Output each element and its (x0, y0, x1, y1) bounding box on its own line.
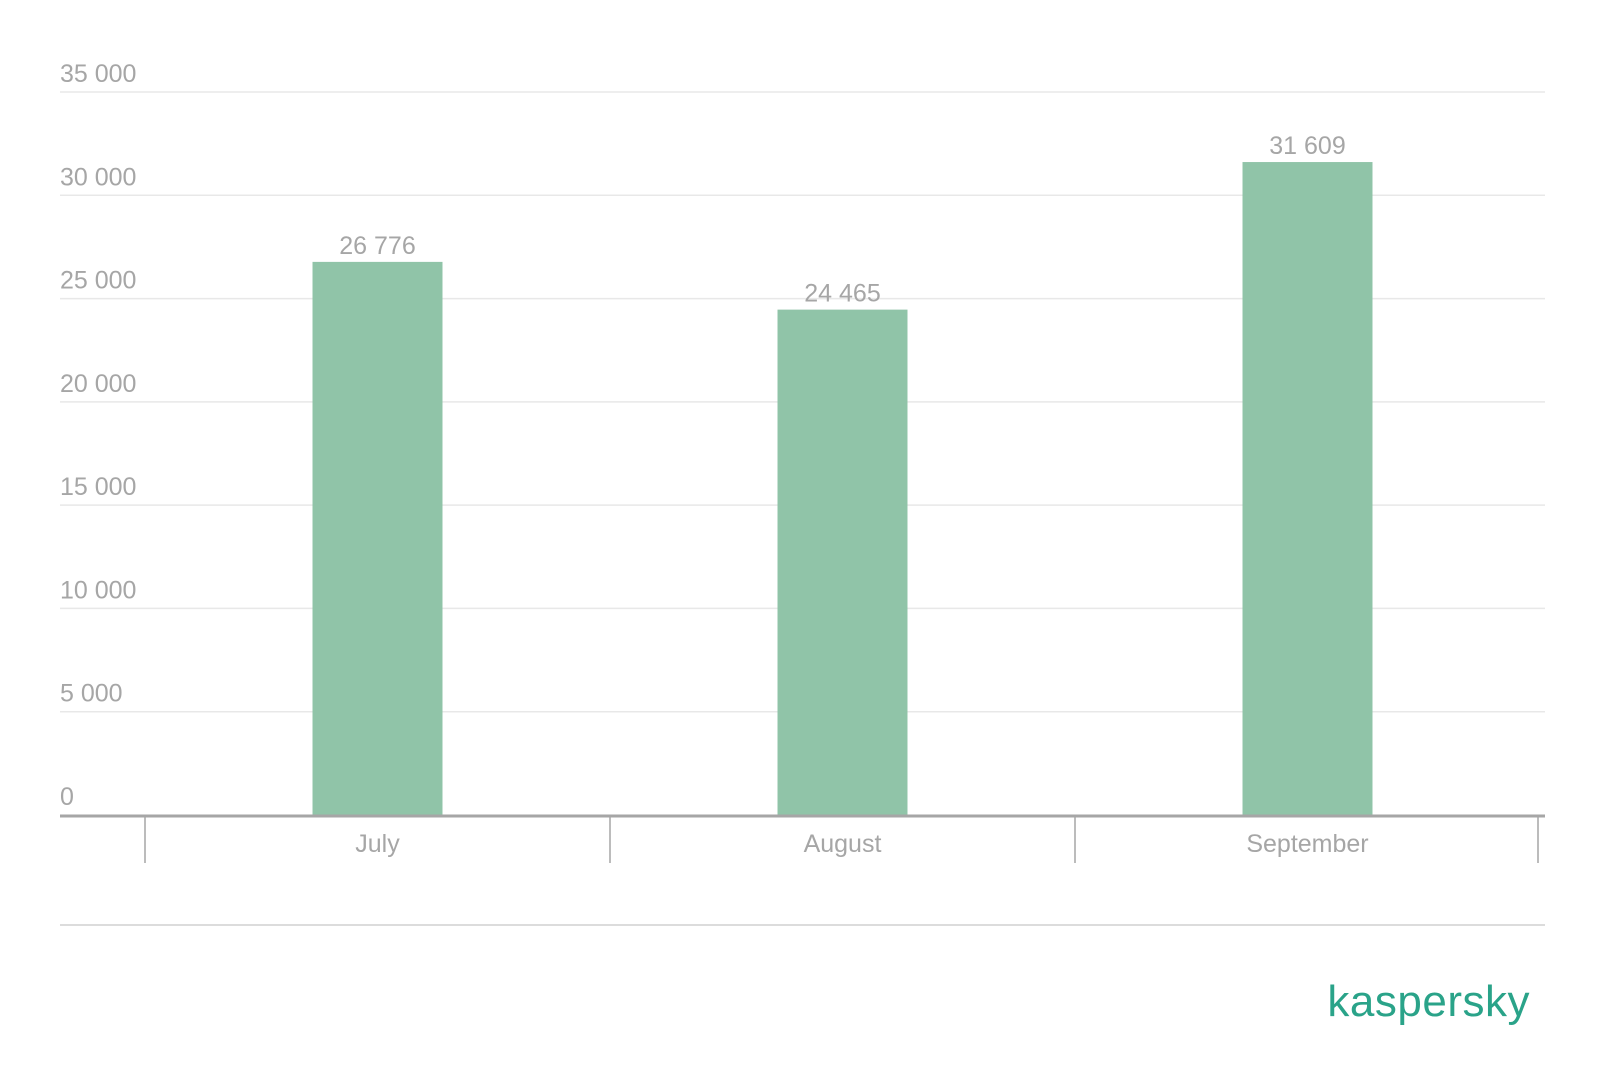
x-tick-label: July (355, 830, 400, 858)
bar (777, 309, 908, 815)
x-tick-label: August (804, 830, 882, 858)
y-axis-tick-labels: 0 5 000 10 000 15 000 20 000 25 000 30 000 35 0… (60, 60, 136, 811)
y-tick-label: 5 000 (60, 680, 123, 708)
x-axis (60, 814, 1545, 863)
x-tick-label: September (1246, 830, 1368, 858)
kaspersky-logo: kaspersky (1327, 977, 1530, 1026)
x-axis-category-labels: July August September (355, 830, 1368, 858)
bar-value-labels: 26 776 24 465 31 609 (339, 132, 1345, 308)
y-tick-label: 25 000 (60, 267, 136, 295)
data-label: 24 465 (804, 280, 880, 308)
y-tick-label: 10 000 (60, 576, 136, 604)
bar (1242, 162, 1373, 816)
data-label: 26 776 (339, 232, 415, 260)
y-tick-label: 30 000 (60, 163, 136, 191)
bar (312, 261, 443, 815)
data-label: 31 609 (1269, 132, 1345, 160)
bars (312, 162, 1373, 816)
y-tick-label: 0 (60, 783, 74, 811)
y-tick-label: 15 000 (60, 473, 136, 501)
y-tick-label: 35 000 (60, 60, 136, 88)
y-tick-label: 20 000 (60, 370, 136, 398)
